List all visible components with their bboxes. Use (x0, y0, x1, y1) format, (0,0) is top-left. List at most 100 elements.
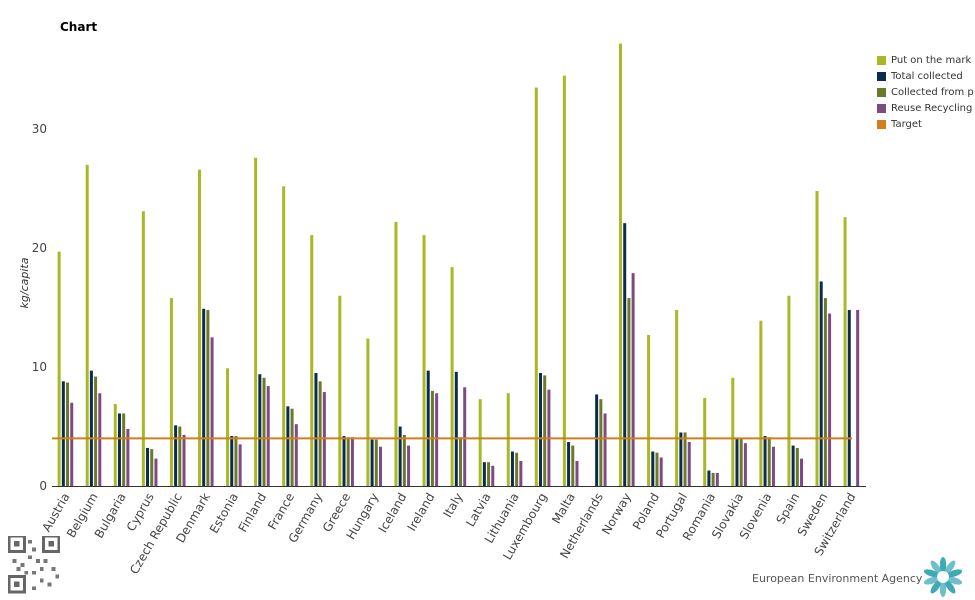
bar (687, 441, 691, 486)
legend-item-series-3[interactable]: Collected from p (877, 84, 975, 100)
bar (567, 441, 571, 486)
bar (117, 413, 121, 486)
bar (286, 406, 290, 486)
legend-swatch (877, 87, 886, 97)
bar (683, 432, 687, 486)
bar (350, 437, 354, 486)
bar (113, 403, 117, 486)
bar (703, 397, 707, 486)
chart-title: Chart (60, 20, 98, 34)
bar (515, 452, 519, 486)
logo-petal (923, 569, 940, 578)
legend-swatch (877, 119, 886, 129)
bar (655, 452, 659, 486)
bar (174, 425, 178, 486)
bar (595, 394, 599, 486)
bar (675, 309, 679, 486)
bar (519, 461, 523, 486)
x-tick-label: Italy (440, 491, 465, 521)
bar (487, 462, 491, 486)
bar (226, 368, 230, 486)
bar (66, 382, 70, 486)
legend-item-target[interactable]: Target (877, 116, 975, 132)
bar (510, 451, 514, 486)
legend-label: Target (891, 118, 922, 130)
y-tick-label: 20 (32, 241, 47, 255)
legend: Put on the mark Total collected Collecte… (877, 52, 975, 132)
y-tick-label: 10 (32, 360, 47, 374)
bar (787, 295, 791, 486)
x-tick-label: Ireland (405, 491, 438, 534)
bar (619, 43, 623, 487)
x-tick-label: Spain (774, 491, 803, 527)
bar (366, 338, 370, 486)
bar (731, 377, 735, 486)
bar (482, 462, 486, 486)
bar (539, 373, 543, 486)
bar (843, 217, 847, 486)
logo-petal (939, 557, 947, 573)
bar (294, 424, 298, 486)
bar (178, 426, 182, 486)
bar (61, 381, 65, 486)
bar (169, 298, 173, 486)
bar (98, 393, 102, 486)
bar (435, 393, 439, 486)
y-axis-label: kg/capita (18, 257, 31, 308)
legend-swatch (877, 103, 886, 113)
legend-label: Put on the mark (891, 54, 972, 66)
bar (197, 169, 201, 486)
bar (126, 428, 130, 486)
bar (819, 281, 823, 486)
bar (266, 386, 270, 486)
bar (459, 437, 462, 486)
eea-logo-icon (923, 557, 963, 597)
bar (603, 413, 607, 486)
bar (791, 445, 795, 486)
bar (402, 434, 406, 486)
bar (234, 436, 238, 486)
legend-item-series-1[interactable]: Put on the mark (877, 52, 975, 68)
logo-petal (923, 576, 940, 585)
legend-label: Collected from p (891, 86, 974, 98)
bar (398, 426, 402, 486)
bar (378, 446, 382, 486)
bar (150, 449, 154, 486)
bar (735, 438, 739, 486)
logo-petal (946, 576, 963, 585)
logo-petal (939, 581, 947, 597)
y-tick-label: 0 (39, 479, 47, 493)
legend-item-series-4[interactable]: Reuse Recycling (877, 100, 975, 116)
bar (562, 75, 566, 487)
bar (338, 295, 342, 486)
bar (210, 337, 214, 486)
bar (856, 309, 860, 486)
bar (743, 443, 747, 486)
legend-label: Reuse Recycling (891, 102, 973, 114)
logo-petal (946, 569, 963, 578)
logo-petal (930, 560, 942, 575)
bar (815, 191, 819, 486)
x-tick-label: Malta (549, 491, 578, 527)
legend-item-series-2[interactable]: Total collected (877, 68, 975, 84)
bar (370, 439, 374, 486)
bar (230, 436, 234, 486)
bar (290, 408, 294, 486)
bar (623, 223, 627, 486)
bar (254, 157, 258, 486)
bar (771, 446, 775, 486)
bar (141, 211, 145, 486)
bar (800, 458, 804, 486)
logo-petal (944, 560, 956, 575)
bar (599, 399, 603, 486)
bar (314, 373, 318, 486)
x-tick-label: Finland (236, 491, 270, 535)
bar (534, 87, 538, 486)
logo-petal (944, 579, 956, 594)
bar (202, 308, 206, 486)
bar (262, 377, 266, 486)
bar (795, 447, 799, 486)
bar (258, 374, 262, 486)
bar (454, 371, 458, 486)
